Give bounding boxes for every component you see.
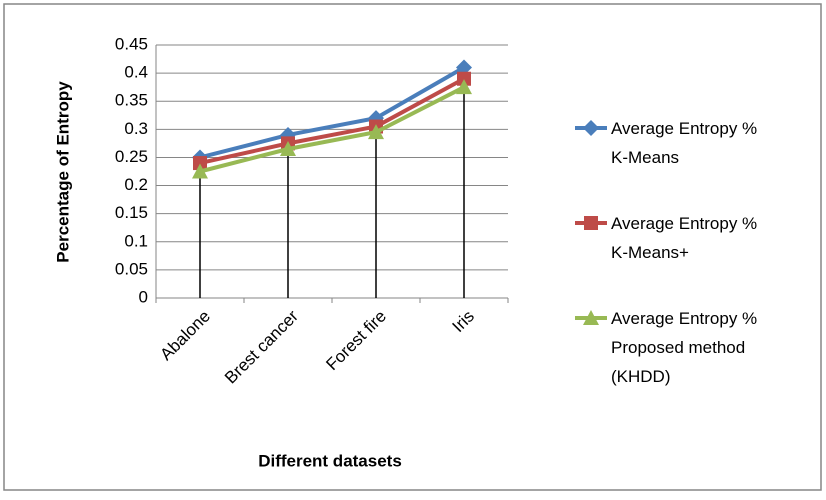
- x-axis-title: Different datasets: [258, 451, 402, 470]
- legend-label: Average Entropy % K-Means+: [611, 214, 758, 262]
- y-tick-label: 0.3: [124, 119, 148, 138]
- point: [193, 156, 207, 171]
- point: [457, 71, 471, 86]
- y-tick-label: 0.25: [115, 147, 148, 166]
- legend-label: Average Entropy % Proposed method (KHDD): [611, 309, 758, 386]
- y-tick-label: 0.05: [115, 259, 148, 278]
- series-line: [199, 76, 465, 166]
- y-tick-label: 0.45: [115, 34, 148, 53]
- point: [192, 163, 208, 179]
- y-tick-label: 0.1: [124, 231, 148, 250]
- y-tick-label: 0.2: [124, 175, 148, 194]
- y-axis-title: Percentage of Entropy: [53, 81, 72, 263]
- point: [583, 120, 599, 136]
- y-tick-label: 0.15: [115, 203, 148, 222]
- point: [456, 59, 472, 76]
- y-tick-label: 0.35: [115, 91, 148, 110]
- y-tick-label: 0: [139, 287, 148, 306]
- point: [368, 124, 384, 140]
- y-tick-label: 0.4: [124, 63, 148, 82]
- point: [456, 79, 472, 95]
- series-line: [199, 85, 465, 174]
- legend-label: Average Entropy % K-Means: [611, 119, 758, 167]
- point: [280, 141, 296, 157]
- series-line: [199, 65, 465, 160]
- point: [584, 216, 598, 230]
- point: [583, 310, 599, 325]
- chart-frame: [3, 3, 822, 491]
